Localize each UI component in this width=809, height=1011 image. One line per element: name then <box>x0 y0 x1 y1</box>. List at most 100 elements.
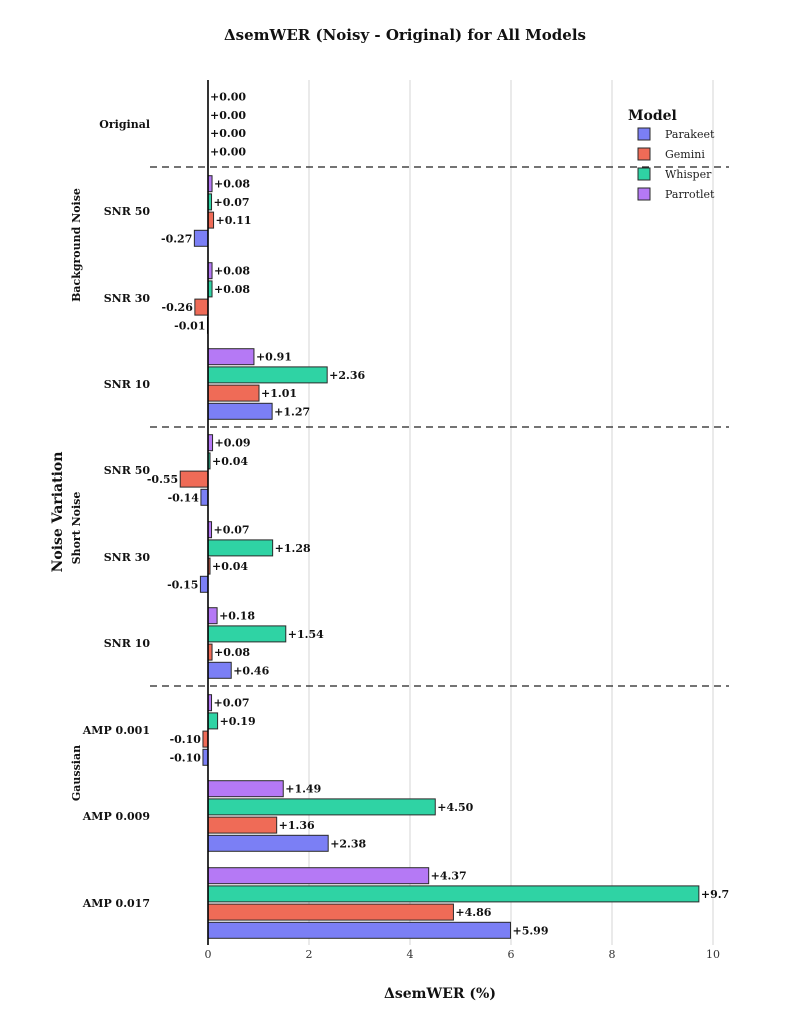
bar-parakeet <box>207 402 273 420</box>
data-label-parrotlet: +4.37 <box>431 870 467 883</box>
bar-whisper <box>207 885 700 903</box>
data-label-whisper: +1.28 <box>275 542 311 555</box>
group-label: SNR 50 <box>104 464 151 477</box>
data-label-whisper: +0.00 <box>210 109 246 122</box>
bar-parrotlet <box>207 867 430 885</box>
data-label-parakeet: -0.14 <box>168 491 200 504</box>
bar-gemini <box>207 384 260 402</box>
data-label-whisper: +0.07 <box>214 196 250 209</box>
data-label-parakeet: -0.01 <box>174 319 205 332</box>
group-label: AMP 0.001 <box>82 724 150 737</box>
data-label-whisper: +0.08 <box>214 283 250 296</box>
legend-swatch-gemini <box>637 147 651 161</box>
data-label-parrotlet: +0.09 <box>215 437 251 450</box>
category-labels: Original Background Noise SNR 50 SNR 30 SNR … <box>70 118 150 910</box>
x-tick-label: 4 <box>407 948 414 961</box>
data-label-gemini: +1.36 <box>279 819 315 832</box>
x-tick-label: 0 <box>205 948 212 961</box>
x-tick-label: 2 <box>306 948 313 961</box>
data-label-parrotlet: +0.08 <box>214 178 250 191</box>
bar-parakeet <box>207 834 329 852</box>
data-label-parakeet: +0.00 <box>210 145 246 158</box>
bars <box>179 175 700 939</box>
legend-label-gemini: Gemini <box>665 148 705 161</box>
bar-parakeet <box>193 229 209 247</box>
data-label-gemini: +0.04 <box>212 560 248 573</box>
group-label: SNR 10 <box>104 637 151 650</box>
data-label-parakeet: +1.27 <box>274 405 310 418</box>
bar-gemini <box>207 211 215 229</box>
x-ticks: 0 2 4 6 8 10 <box>205 948 721 961</box>
legend-swatch-parrotlet <box>637 187 651 201</box>
data-label-parrotlet: +0.07 <box>214 524 250 537</box>
bar-whisper <box>207 366 328 384</box>
section-label: Short Noise <box>70 492 83 565</box>
data-label-whisper: +1.54 <box>288 628 324 641</box>
bar-whisper <box>207 625 287 643</box>
data-label-parrotlet: +0.07 <box>214 697 250 710</box>
data-label-whisper: +0.19 <box>220 715 256 728</box>
bar-gemini <box>207 903 454 921</box>
data-label-gemini: +4.86 <box>455 906 491 919</box>
data-label-parakeet: +5.99 <box>512 924 548 937</box>
legend-label-whisper: Whisper <box>665 168 712 181</box>
section-label: Background Noise <box>70 188 83 302</box>
legend-title: Model <box>628 108 677 124</box>
bar-parakeet <box>199 575 209 593</box>
x-axis-title: ΔsemWER (%) <box>384 986 496 1002</box>
bar-parrotlet <box>207 348 255 366</box>
x-tick-label: 10 <box>706 948 720 961</box>
data-label-whisper: +4.50 <box>437 801 473 814</box>
data-label-gemini: -0.10 <box>170 733 202 746</box>
bar-parrotlet <box>207 607 218 625</box>
group-label: SNR 10 <box>104 378 151 391</box>
data-label-parakeet: +2.38 <box>330 837 366 850</box>
data-label-parakeet: -0.15 <box>167 578 198 591</box>
bar-gemini <box>194 298 209 316</box>
legend-swatch-whisper <box>637 167 651 181</box>
data-label-gemini: -0.55 <box>147 473 178 486</box>
legend-swatch-parakeet <box>637 127 651 141</box>
bar-parakeet <box>200 488 209 506</box>
data-label-gemini: -0.26 <box>162 301 194 314</box>
bar-parakeet <box>207 661 232 679</box>
data-label-parakeet: +0.46 <box>233 664 269 677</box>
data-label-whisper: +2.36 <box>329 369 365 382</box>
chart-title: ΔsemWER (Noisy - Original) for All Model… <box>224 26 586 44</box>
group-label: AMP 0.009 <box>82 810 150 823</box>
group-label: SNR 30 <box>104 551 151 564</box>
bar-gemini <box>179 470 209 488</box>
data-label-parrotlet: +0.18 <box>219 610 255 623</box>
legend-label-parakeet: Parakeet <box>665 128 715 141</box>
data-label-parrotlet: +0.08 <box>214 265 250 278</box>
y-axis-title: Noise Variation <box>50 452 66 573</box>
bar-parakeet <box>207 921 511 939</box>
bar-whisper <box>207 712 219 730</box>
section-separators <box>150 166 729 687</box>
data-label-gemini: +0.00 <box>210 127 246 140</box>
data-label-whisper: +9.72 <box>701 888 737 901</box>
data-label-parakeet: -0.10 <box>170 751 202 764</box>
data-label-parrotlet: +0.91 <box>256 351 292 364</box>
section-label: Gaussian <box>70 745 83 801</box>
group-label: SNR 30 <box>104 292 151 305</box>
group-label: AMP 0.017 <box>82 897 150 910</box>
group-label: SNR 50 <box>104 205 151 218</box>
data-label-parrotlet: +1.49 <box>285 783 321 796</box>
data-labels: +0.00 +0.00 +0.00 +0.00 -0.27 +0.11 +0.07 +0.08… <box>147 91 737 938</box>
x-tick-label: 8 <box>609 948 616 961</box>
bar-parrotlet <box>207 780 284 798</box>
legend: Model Parakeet Gemini Whisper Parrotlet <box>628 108 715 201</box>
data-label-parakeet: -0.27 <box>161 232 192 245</box>
bar-whisper <box>207 539 274 557</box>
data-label-gemini: +0.08 <box>214 646 250 659</box>
bar-whisper <box>207 798 436 816</box>
group-label: Original <box>99 118 150 131</box>
legend-label-parrotlet: Parrotlet <box>665 188 715 201</box>
data-label-gemini: +1.01 <box>261 387 297 400</box>
data-label-gemini: +0.11 <box>216 214 252 227</box>
x-tick-label: 6 <box>508 948 515 961</box>
data-label-parrotlet: +0.00 <box>210 91 246 104</box>
bar-gemini <box>207 816 278 834</box>
